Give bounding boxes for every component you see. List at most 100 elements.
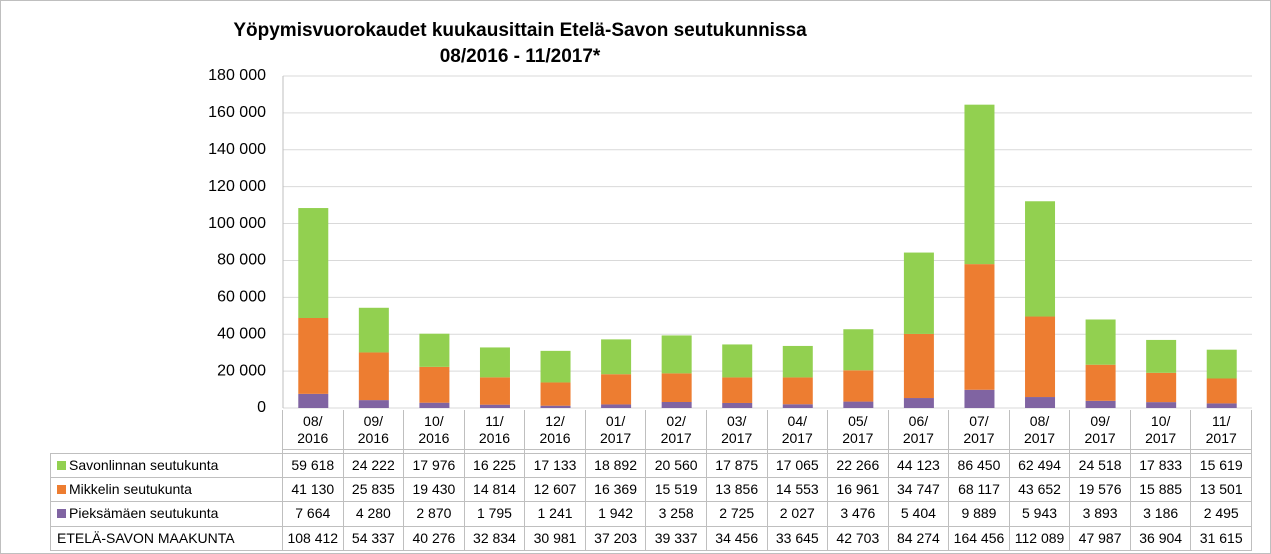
x-tick-label: 11/ 2016: [464, 410, 526, 450]
table-value: 14 814: [464, 477, 526, 502]
table-value: 37 203: [585, 526, 647, 551]
table-value: 2 495: [1191, 502, 1252, 527]
table-value: 3 186: [1130, 502, 1192, 527]
table-border: [645, 410, 647, 453]
bar-segment: [661, 373, 692, 402]
x-tick-label: 03/ 2017: [706, 410, 768, 450]
table-border: [1008, 410, 1010, 453]
bar-segment: [1146, 402, 1177, 408]
table-value: 43 652: [1009, 477, 1071, 502]
table-value: 22 266: [828, 453, 889, 478]
table-value: 19 576: [1070, 477, 1131, 502]
table-row-label: ETELÄ-SAVON MAAKUNTA: [50, 526, 283, 551]
bar-segment: [298, 318, 329, 394]
legend-label: ETELÄ-SAVON MAAKUNTA: [57, 529, 235, 546]
bar-segment: [1146, 372, 1177, 403]
y-tick-label: 140 000: [208, 141, 266, 158]
table-value: 2 870: [404, 502, 465, 527]
x-tick-label: 05/ 2017: [828, 410, 889, 450]
bar-segment: [903, 398, 934, 408]
table-value: 32 834: [464, 526, 526, 551]
y-tick-label: 120 000: [208, 178, 266, 195]
table-value: 33 645: [767, 526, 829, 551]
bar-segment: [479, 404, 510, 408]
table-value: 54 337: [343, 526, 405, 551]
y-tick-label: 20 000: [217, 362, 266, 379]
table-border: [403, 410, 405, 453]
bar-segment: [298, 393, 329, 408]
x-tick-label: 09/ 2016: [343, 410, 405, 450]
table-value: 108 412: [283, 526, 344, 551]
table-value: 42 703: [828, 526, 889, 551]
bar-segment: [358, 400, 389, 408]
x-tick-label: 04/ 2017: [767, 410, 829, 450]
table-row-label: Savonlinnan seutukunta: [50, 453, 283, 478]
bar-segment: [722, 344, 753, 378]
table-border: [584, 410, 586, 453]
x-tick-label: 10/ 2017: [1130, 410, 1192, 450]
table-value: 25 835: [343, 477, 405, 502]
table-value: 18 892: [585, 453, 647, 478]
table-value: 41 130: [283, 477, 344, 502]
table-value: 16 225: [464, 453, 526, 478]
x-tick-label: 10/ 2016: [404, 410, 465, 450]
bar-segment: [1085, 400, 1116, 408]
table-value: 13 501: [1191, 477, 1252, 502]
bar-segment: [540, 382, 571, 406]
bar-segment: [661, 401, 692, 408]
table-value: 19 430: [404, 477, 465, 502]
table-border: [705, 410, 707, 453]
bar-segment: [540, 405, 571, 408]
table-value: 13 856: [706, 477, 768, 502]
y-tick-label: 160 000: [208, 104, 266, 121]
bar-segment: [601, 374, 632, 405]
table-value: 59 618: [283, 453, 344, 478]
bar-segment: [661, 335, 692, 374]
table-value: 164 456: [949, 526, 1010, 551]
bar-segment: [419, 333, 450, 367]
table-value: 15 885: [1130, 477, 1192, 502]
bar-segment: [1025, 316, 1056, 398]
bar-segment: [964, 104, 995, 265]
x-tick-label: 02/ 2017: [646, 410, 707, 450]
table-value: 24 518: [1070, 453, 1131, 478]
bar-segment: [964, 389, 995, 408]
table-value: 17 133: [525, 453, 586, 478]
table-value: 44 123: [888, 453, 950, 478]
y-tick-label: 100 000: [208, 215, 266, 232]
table-border: [766, 410, 768, 453]
table-value: 1 942: [585, 502, 647, 527]
bar-segment: [479, 347, 510, 378]
table-value: 24 222: [343, 453, 405, 478]
bar-segment: [722, 377, 753, 403]
x-tick-label: 09/ 2017: [1070, 410, 1131, 450]
bar-segment: [782, 377, 813, 405]
table-value: 2 027: [767, 502, 829, 527]
table-value: 3 893: [1070, 502, 1131, 527]
table-value: 34 456: [706, 526, 768, 551]
x-tick-label: 08/ 2017: [1009, 410, 1071, 450]
x-tick-label: 11/ 2017: [1191, 410, 1252, 450]
table-value: 14 553: [767, 477, 829, 502]
table-value: 16 961: [828, 477, 889, 502]
bar-segment: [782, 345, 813, 378]
table-value: 17 833: [1130, 453, 1192, 478]
table-border: [282, 410, 283, 453]
table-value: 31 615: [1191, 526, 1252, 551]
table-value: 86 450: [949, 453, 1010, 478]
bar-segment: [1085, 319, 1116, 365]
bar-segment: [843, 401, 874, 408]
table-border: [1190, 410, 1192, 453]
x-tick-label: 12/ 2016: [525, 410, 586, 450]
table-value: 7 664: [283, 502, 344, 527]
table-value: 5 404: [888, 502, 950, 527]
table-value: 4 280: [343, 502, 405, 527]
table-value: 62 494: [1009, 453, 1071, 478]
table-value: 5 943: [1009, 502, 1071, 527]
bar-segment: [843, 370, 874, 402]
x-tick-label: 08/ 2016: [283, 410, 344, 450]
chart-subtitle: 08/2016 - 11/2017*: [440, 46, 601, 67]
table-value: 15 619: [1191, 453, 1252, 478]
table-value: 30 981: [525, 526, 586, 551]
